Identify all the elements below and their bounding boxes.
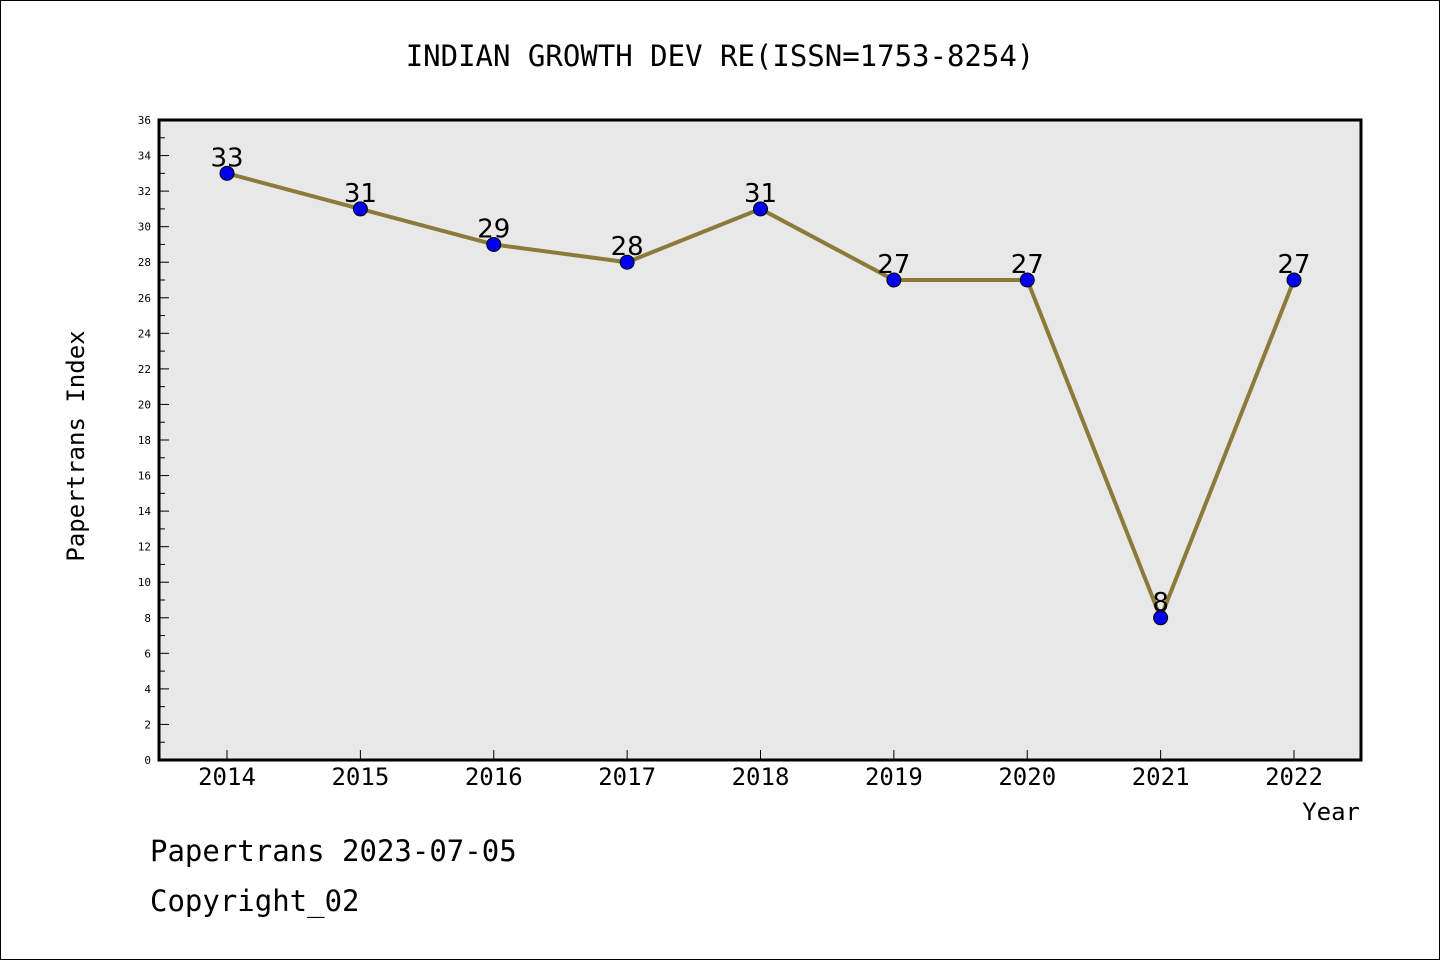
x-tick-label: 2021	[1132, 763, 1190, 791]
data-label: 8	[1152, 588, 1169, 618]
chart-title: INDIAN GROWTH DEV RE(ISSN=1753-8254)	[406, 39, 1035, 73]
y-tick-label: 20	[138, 398, 151, 411]
y-tick-label: 36	[138, 114, 151, 127]
x-tick-label: 2018	[732, 763, 790, 791]
x-tick-label: 2019	[865, 763, 923, 791]
data-point-marker	[1153, 610, 1169, 626]
x-tick-label: 2017	[598, 763, 656, 791]
y-tick-label: 32	[138, 185, 151, 198]
y-tick-label: 18	[138, 434, 151, 447]
data-point-marker	[753, 201, 768, 217]
y-tick-label: 2	[144, 718, 151, 731]
x-tick-label: 2014	[198, 763, 256, 791]
y-tick-label: 0	[144, 754, 151, 767]
y-tick-label: 28	[138, 256, 151, 269]
x-axis: 2014 2015 2016 2017 2018 2019 2020 2021 2022	[198, 750, 1323, 791]
data-point-marker	[886, 272, 902, 288]
y-tick-label: 10	[138, 576, 151, 589]
y-tick-label: 22	[138, 363, 151, 376]
data-point-marker	[1286, 272, 1302, 288]
footer-copyright: Copyright_02	[150, 884, 360, 918]
x-tick-label: 2015	[331, 763, 389, 791]
plot-area	[157, 118, 1363, 762]
footer-date: Papertrans 2023-07-05	[150, 834, 517, 868]
x-tick-label: 2022	[1265, 763, 1323, 791]
y-tick-label: 12	[138, 541, 151, 554]
x-tick-label: 2016	[465, 763, 523, 791]
data-point-marker	[619, 254, 635, 270]
y-tick-label: 4	[144, 683, 151, 696]
x-tick-label: 2020	[998, 763, 1056, 791]
data-point-marker	[486, 236, 502, 252]
y-tick-label: 30	[138, 221, 151, 234]
x-axis-label: Year	[1302, 798, 1360, 826]
y-tick-label: 6	[144, 647, 151, 660]
data-point-marker	[352, 201, 368, 217]
y-axis-label: Papertrans Index	[62, 330, 90, 561]
y-tick-label: 8	[144, 612, 151, 625]
y-tick-label: 16	[138, 470, 151, 483]
y-tick-label: 26	[138, 292, 151, 305]
y-tick-label: 34	[138, 150, 152, 163]
data-point-marker	[1019, 272, 1035, 288]
data-point-marker	[219, 165, 235, 181]
y-tick-label: 14	[138, 505, 152, 518]
y-tick-label: 24	[138, 327, 152, 340]
